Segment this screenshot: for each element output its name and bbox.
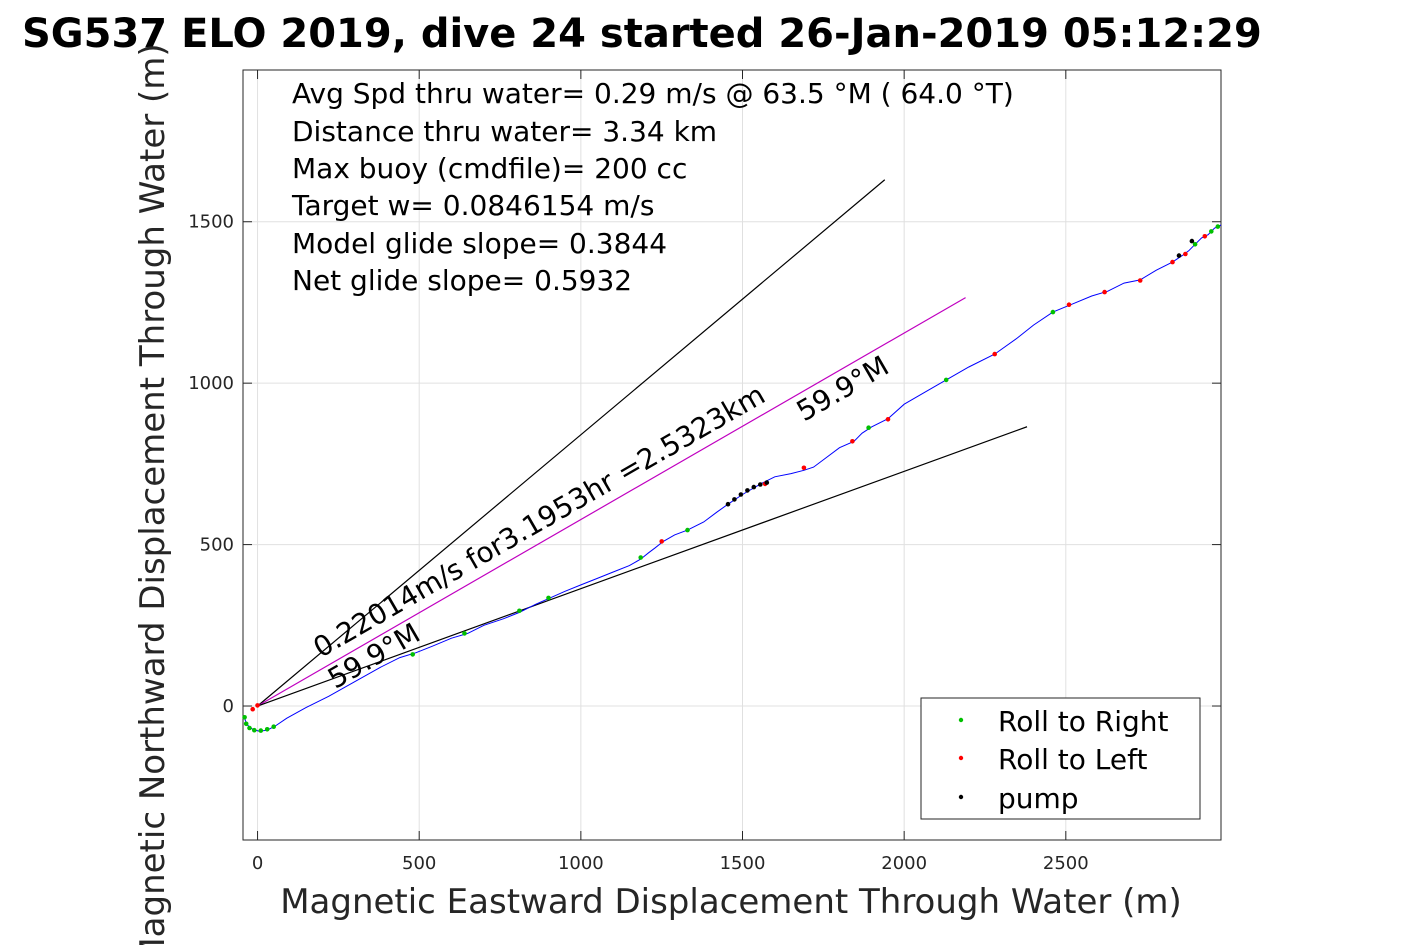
reference-line-mean-heading xyxy=(257,297,966,707)
point-pump xyxy=(1176,253,1182,258)
point-pump xyxy=(758,482,763,487)
y-tick-label: 500 xyxy=(200,535,234,556)
point-roll-to-left xyxy=(250,706,255,712)
series-track-line xyxy=(244,224,1222,732)
point-roll-to-right xyxy=(638,555,643,560)
summary-line-model-glide: Model glide slope= 0.3844 xyxy=(292,227,667,260)
legend-label-pump: pump xyxy=(998,782,1079,815)
y-tick-label: 1500 xyxy=(188,212,234,233)
point-roll-to-right xyxy=(1050,309,1056,315)
summary-line-distance: Distance thru water= 3.34 km xyxy=(292,115,717,148)
point-roll-to-right xyxy=(410,652,416,657)
point-roll-to-right xyxy=(264,727,270,732)
summary-line-net-glide: Net glide slope= 0.5932 xyxy=(292,264,632,297)
point-roll-to-left xyxy=(1202,234,1208,239)
point-pump xyxy=(1189,238,1195,244)
point-roll-to-left xyxy=(801,465,807,471)
chart-title: SG537 ELO 2019, dive 24 started 26-Jan-2… xyxy=(22,11,1262,57)
point-roll-to-left xyxy=(255,703,260,708)
summary-line-max-buoy: Max buoy (cmdfile)= 200 cc xyxy=(292,152,687,185)
point-roll-to-right xyxy=(1209,229,1214,234)
legend: Roll to Right Roll to Left pump xyxy=(920,697,1201,820)
summary-line-target-w: Target w= 0.0846154 m/s xyxy=(291,189,654,222)
x-tick-label: 1000 xyxy=(558,853,604,874)
y-tick-label: 0 xyxy=(223,696,234,717)
data-series xyxy=(242,224,1222,733)
point-roll-to-left xyxy=(1137,278,1143,283)
point-roll-to-left xyxy=(1066,302,1072,308)
point-roll-to-left xyxy=(1170,259,1175,265)
point-pump xyxy=(745,488,750,493)
point-roll-to-right xyxy=(271,724,277,729)
legend-label-roll-right: Roll to Right xyxy=(998,705,1169,738)
x-tick-label: 0 xyxy=(252,853,263,874)
reference-line-lower-bound xyxy=(257,426,1028,707)
axis-ticks: 0 500 1000 1500 2000 2500 0 500 1000 1500 xyxy=(188,70,1221,874)
point-roll-to-right xyxy=(546,595,551,601)
point-pump xyxy=(725,501,731,507)
legend-label-roll-left: Roll to Left xyxy=(998,743,1147,776)
plot-area-border xyxy=(242,69,1222,841)
point-roll-to-right xyxy=(252,727,257,733)
point-pump xyxy=(732,497,737,502)
point-roll-to-left xyxy=(1102,289,1107,295)
point-roll-to-right xyxy=(943,377,949,383)
point-roll-to-left xyxy=(1183,251,1188,257)
summary-text: Avg Spd thru water= 0.29 m/s @ 63.5 °M (… xyxy=(291,77,1014,297)
point-roll-to-left xyxy=(885,417,891,422)
x-tick-label: 1500 xyxy=(720,853,766,874)
y-tick-label: 1000 xyxy=(188,373,234,394)
point-roll-to-right xyxy=(685,527,690,533)
x-tick-label: 2000 xyxy=(881,853,927,874)
reference-lines xyxy=(257,179,1028,707)
legend-box xyxy=(920,697,1201,820)
point-roll-to-left xyxy=(850,439,855,444)
point-roll-to-left xyxy=(992,351,997,357)
point-roll-to-right xyxy=(1215,224,1221,229)
reference-line-upper-bound xyxy=(257,179,886,707)
y-axis-label: Magnetic Northward Displacement Through … xyxy=(133,43,173,945)
x-tick-label: 2500 xyxy=(1043,853,1089,874)
summary-line-avg-speed: Avg Spd thru water= 0.29 m/s @ 63.5 °M (… xyxy=(292,77,1014,110)
point-roll-to-right xyxy=(258,728,264,733)
point-pump xyxy=(764,480,770,485)
point-roll-to-right xyxy=(247,725,252,731)
point-pump xyxy=(738,492,744,497)
point-roll-to-right xyxy=(866,425,871,431)
legend-marker-roll-left xyxy=(958,755,964,761)
point-roll-to-right xyxy=(1192,242,1198,247)
point-roll-to-right xyxy=(517,608,522,614)
point-pump xyxy=(751,484,757,490)
point-roll-to-left xyxy=(659,539,664,544)
point-roll-to-right xyxy=(242,715,247,720)
x-axis-label: Magnetic Eastward Displacement Through W… xyxy=(280,882,1182,922)
point-roll-to-right xyxy=(462,631,467,636)
point-roll-to-right xyxy=(243,721,249,727)
legend-marker-roll-right xyxy=(958,717,964,723)
legend-marker-pump xyxy=(958,794,964,800)
x-tick-label: 500 xyxy=(402,853,436,874)
